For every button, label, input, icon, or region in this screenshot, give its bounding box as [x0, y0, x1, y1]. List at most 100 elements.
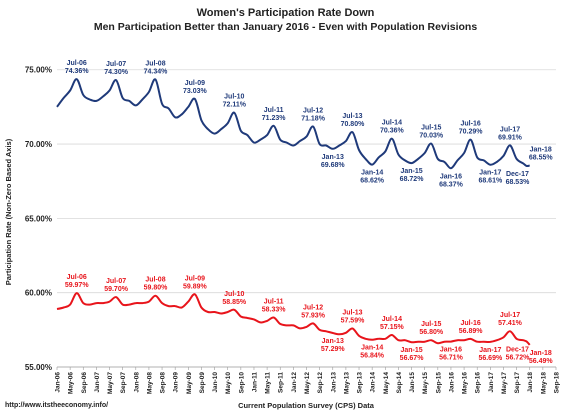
annotation-date: Jul-11	[264, 299, 284, 306]
source-url: http://www.itstheeconomy.info/	[5, 402, 108, 409]
annotation-date: Jul-10	[224, 291, 244, 298]
x-tick-label: Jan-16	[448, 372, 455, 393]
x-tick-label: Sep-17	[514, 372, 521, 394]
annotation-value: 56.49%	[529, 358, 554, 365]
x-tick-label: Sep-12	[317, 372, 324, 394]
annotation-date: Jan-17	[479, 347, 501, 354]
y-tick-label: 55.00%	[25, 363, 52, 372]
chart-title: Women's Participation Rate Down	[197, 7, 375, 19]
annotation-date: Jan-14	[361, 345, 383, 352]
data-annotations: Jul-0674.36%Jul-0774.30%Jul-0874.34%Jul-…	[65, 60, 554, 365]
annotation-value: 72.11%	[223, 102, 247, 109]
x-tick-label: Jan-06	[55, 372, 62, 393]
annotation-date: Jan-18	[530, 147, 552, 154]
x-tick-label: Sep-18	[554, 372, 561, 394]
annotation-value: 56.72%	[506, 354, 531, 361]
annotation-date: Dec-17	[506, 171, 529, 178]
x-tick-label: Sep-11	[278, 372, 285, 393]
x-axis-label: Current Population Survey (CPS) Data	[238, 401, 375, 410]
annotation-value: 56.71%	[439, 355, 464, 362]
x-tick-label: Jan-09	[173, 372, 180, 393]
x-tick-label: May-13	[343, 372, 350, 394]
series-line-1	[56, 292, 531, 346]
y-tick-label: 70.00%	[25, 140, 52, 149]
annotation-date: Jul-06	[67, 60, 87, 67]
x-tick-label: Jan-07	[94, 372, 101, 393]
annotation-date: Jul-14	[382, 120, 402, 127]
annotation-date: Jul-06	[67, 274, 87, 281]
annotation-date: Jan-17	[479, 170, 501, 177]
annotation-value: 59.97%	[65, 282, 90, 289]
annotation-value: 57.15%	[380, 324, 405, 331]
annotation-value: 74.30%	[104, 69, 129, 76]
x-tick-label: May-14	[383, 372, 390, 394]
annotation-date: Jan-15	[400, 168, 422, 175]
x-tick-label: May-09	[186, 372, 193, 394]
annotation-date: Jul-16	[461, 121, 481, 128]
x-tick-label: Jan-10	[212, 372, 219, 393]
annotation-value: 70.80%	[341, 121, 366, 128]
series-lines	[56, 78, 531, 346]
annotation-date: Jul-08	[145, 277, 165, 284]
x-tick-label: Sep-16	[475, 372, 482, 394]
x-tick-label: Sep-06	[81, 372, 88, 394]
annotation-value: 59.70%	[104, 286, 129, 293]
x-tick-label: Jan-11	[251, 372, 258, 393]
annotation-date: Jan-13	[322, 154, 344, 161]
annotation-value: 71.18%	[301, 116, 326, 123]
annotation-value: 57.59%	[341, 318, 366, 325]
x-tick-label: Sep-08	[160, 372, 167, 394]
x-tick-label: Jan-13	[330, 372, 337, 393]
annotation-date: Jul-15	[421, 321, 441, 328]
x-tick-label: Sep-10	[238, 372, 245, 394]
annotation-date: Jul-07	[106, 278, 126, 285]
annotation-date: Jul-17	[500, 312, 520, 319]
annotation-value: 73.03%	[183, 88, 208, 95]
annotation-date: Jul-12	[303, 304, 323, 311]
x-tick-label: Jan-15	[409, 372, 416, 393]
annotation-value: 68.61%	[478, 178, 503, 185]
annotation-date: Jan-13	[322, 338, 344, 345]
annotation-value: 57.29%	[321, 346, 346, 353]
annotation-value: 70.36%	[380, 128, 405, 135]
x-tick-label: Sep-15	[435, 372, 442, 394]
x-tick-label: May-08	[146, 372, 153, 394]
annotation-value: 74.34%	[144, 69, 169, 76]
y-axis-label: Participation Rate (Non-Zero Based Axis)	[4, 138, 13, 285]
annotation-date: Jul-10	[224, 94, 244, 101]
annotation-value: 57.93%	[301, 312, 326, 319]
annotation-date: Jan-16	[440, 173, 462, 180]
annotation-value: 68.55%	[529, 155, 554, 162]
x-tick-label: Sep-07	[120, 372, 127, 394]
y-tick-label: 75.00%	[25, 66, 52, 75]
annotation-date: Jul-17	[500, 126, 520, 133]
series-line-0	[56, 78, 530, 170]
annotation-value: 56.80%	[419, 329, 444, 336]
annotation-date: Jan-18	[530, 350, 552, 357]
annotation-value: 70.03%	[419, 133, 444, 140]
annotation-value: 56.67%	[400, 355, 425, 362]
annotation-date: Jul-13	[342, 113, 362, 120]
annotation-value: 70.29%	[459, 129, 484, 136]
annotation-value: 58.85%	[222, 299, 247, 306]
annotation-date: Jul-09	[185, 80, 205, 87]
annotation-value: 59.80%	[144, 285, 169, 292]
annotation-value: 69.68%	[321, 162, 346, 169]
x-tick-label: May-11	[265, 372, 272, 394]
annotation-date: Jan-14	[361, 170, 383, 177]
chart-subtitle: Men Participation Better than January 20…	[94, 21, 477, 33]
annotation-date: Jan-15	[400, 347, 422, 354]
annotation-date: Jul-13	[342, 310, 362, 317]
x-tick-label: May-15	[422, 372, 429, 394]
annotation-date: Jan-16	[440, 347, 462, 354]
x-tick-label: Jan-17	[488, 372, 495, 393]
annotation-date: Jul-15	[421, 125, 441, 132]
annotation-value: 58.33%	[262, 307, 287, 314]
x-tick-label: May-17	[501, 372, 508, 394]
annotation-value: 74.36%	[65, 68, 90, 75]
x-tick-label: May-12	[304, 372, 311, 394]
annotation-date: Jul-11	[264, 107, 284, 114]
y-tick-label: 60.00%	[25, 289, 52, 298]
x-tick-label: May-10	[225, 372, 232, 394]
